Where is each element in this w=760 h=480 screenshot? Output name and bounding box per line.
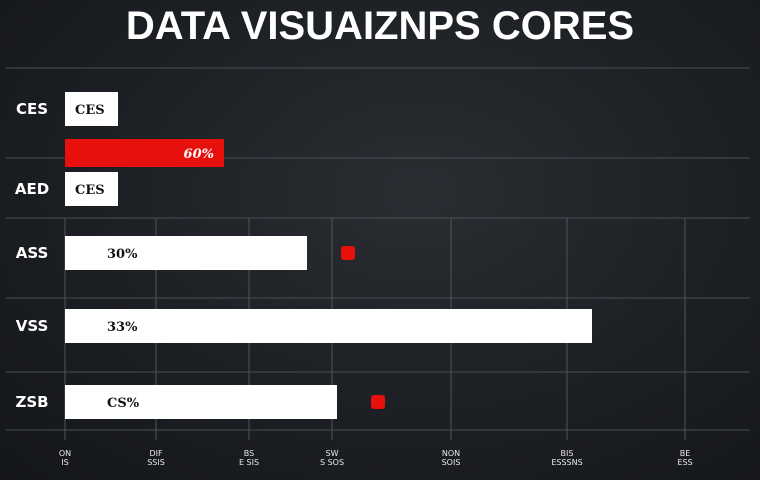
- marker-dot: [371, 395, 385, 409]
- category-label: ZSB: [15, 393, 48, 411]
- x-tick-label: NON: [442, 449, 460, 458]
- bar: [65, 92, 118, 126]
- category-label: ASS: [16, 244, 49, 262]
- x-tick-label: SSIS: [147, 458, 165, 467]
- data-label: CS%: [107, 396, 140, 411]
- x-tick-label: BIS: [561, 449, 574, 458]
- x-tick-label: ESSSNS: [551, 458, 582, 467]
- data-label: CES: [75, 103, 105, 118]
- x-tick-label: S SOS: [320, 458, 344, 467]
- data-label: 33%: [107, 320, 138, 335]
- data-label: CES: [75, 183, 105, 198]
- x-tick-label: ON: [59, 449, 71, 458]
- x-tick-label: IS: [61, 458, 68, 467]
- data-label: 60%: [184, 147, 214, 162]
- bar: [65, 385, 337, 419]
- category-label: AED: [15, 180, 49, 198]
- x-tick-label: E SIS: [239, 458, 259, 467]
- x-tick-label: ESS: [677, 458, 692, 467]
- bar: [65, 236, 307, 270]
- data-label: 30%: [107, 247, 138, 262]
- category-label: VSS: [16, 317, 49, 335]
- category-label: CES: [16, 100, 48, 118]
- x-tick-label: BS: [244, 449, 254, 458]
- x-tick-label: BE: [680, 449, 691, 458]
- bar: [65, 139, 224, 167]
- bar: [65, 172, 118, 206]
- x-tick-label: SW: [326, 449, 339, 458]
- x-tick-label: DIF: [149, 449, 163, 458]
- chart-title: DATA VISUAIZNPS CORES: [125, 4, 635, 48]
- marker-dot: [341, 246, 355, 260]
- x-tick-label: SOIS: [442, 458, 461, 467]
- bar: [65, 309, 592, 343]
